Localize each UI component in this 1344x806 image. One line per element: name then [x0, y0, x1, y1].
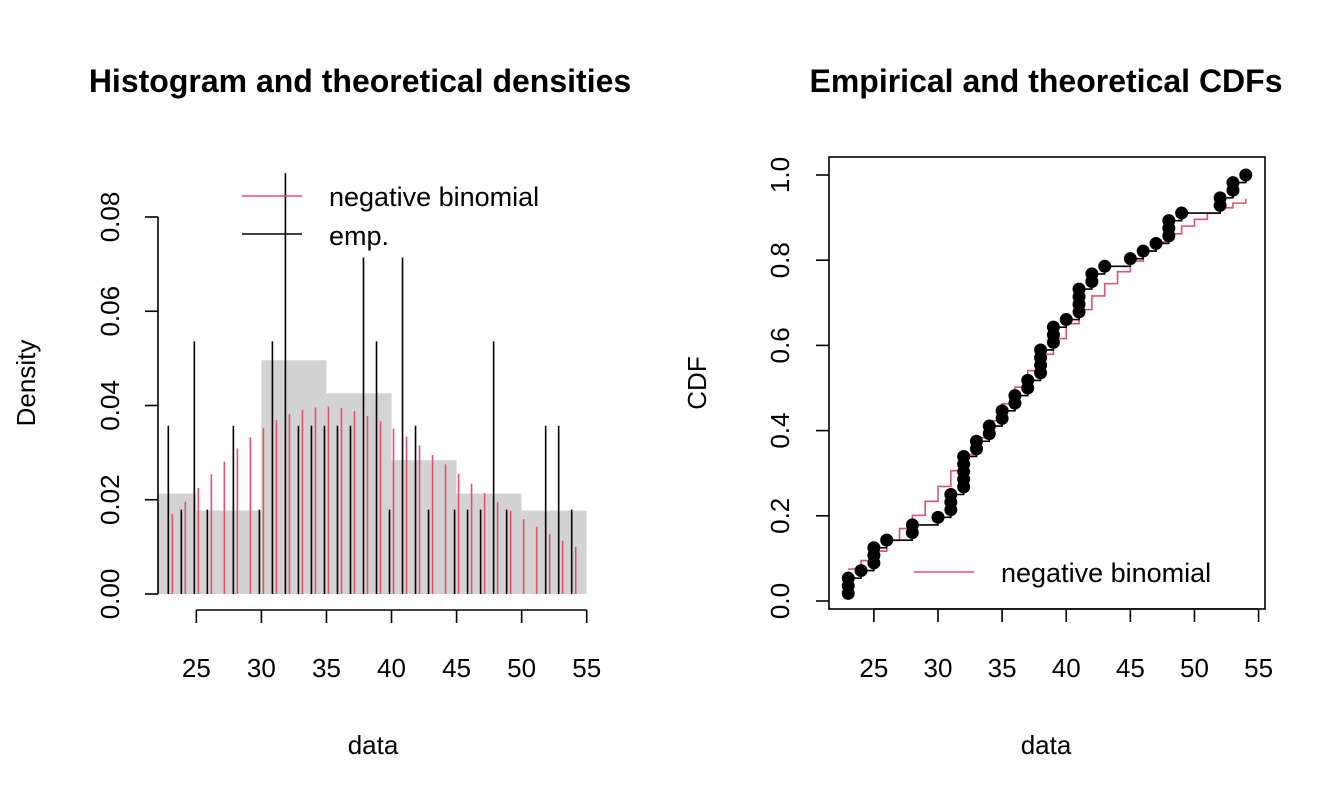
empirical-cdf-point	[1098, 259, 1112, 273]
empirical-cdf-point	[905, 518, 919, 532]
y-tick-label: 0.00	[95, 569, 125, 620]
empirical-cdf-point	[1123, 252, 1137, 266]
x-tick-label: 35	[312, 653, 341, 683]
empirical-density-spikes	[167, 173, 573, 594]
x-tick-label: 40	[377, 653, 406, 683]
histogram-bars	[157, 360, 587, 594]
empirical-cdf-point	[931, 510, 945, 524]
empirical-cdf-point	[1239, 168, 1253, 182]
histogram-bar	[456, 493, 522, 594]
empirical-cdf-point	[1175, 206, 1189, 220]
empirical-cdf-point	[1162, 214, 1176, 228]
empirical-cdf-step	[848, 175, 1247, 579]
histogram-title: Histogram and theoretical densities	[89, 63, 631, 99]
x-tick-label: 55	[1244, 653, 1273, 683]
cdf-x-axis: 25 30 35 40 45 50 55	[859, 608, 1273, 683]
y-tick-label: 0.06	[95, 286, 125, 337]
empirical-cdf-point	[880, 533, 894, 547]
empirical-cdf-point	[1046, 320, 1060, 334]
histogram-bar	[196, 510, 262, 594]
empirical-cdf-point	[1149, 236, 1163, 250]
cdf-x-label: data	[1021, 730, 1072, 760]
theoretical-density-spikes	[171, 406, 577, 594]
empirical-cdf-point	[995, 404, 1009, 418]
histogram-bar	[391, 460, 457, 594]
empirical-cdf-point	[1072, 282, 1086, 296]
theoretical-cdf-line	[848, 198, 1247, 570]
y-tick-label: 1.0	[765, 157, 795, 193]
histogram-legend: negative binomial emp.	[242, 182, 539, 251]
y-tick-label: 0.08	[95, 192, 125, 243]
histogram-x-label: data	[348, 730, 399, 760]
x-tick-label: 30	[924, 653, 953, 683]
y-tick-label: 0.4	[765, 413, 795, 449]
histogram-x-axis: 25 30 35 40 45 50 55	[182, 609, 601, 683]
cdf-legend: negative binomial	[914, 558, 1211, 588]
x-tick-label: 45	[1116, 653, 1145, 683]
theoretical-cdf-step	[848, 198, 1247, 570]
y-tick-label: 0.0	[765, 583, 795, 619]
legend-label-theoretical: negative binomial	[329, 182, 539, 212]
x-tick-label: 35	[988, 653, 1017, 683]
cdf-panel: Empirical and theoretical CDFs 25 30 35 40 4…	[682, 63, 1283, 760]
empirical-cdf-point	[1226, 176, 1240, 190]
empirical-cdf-point	[1136, 244, 1150, 258]
histogram-y-label: Density	[11, 340, 41, 427]
histogram-bar	[261, 360, 327, 594]
empirical-cdf-point	[1008, 389, 1022, 403]
empirical-cdf-point	[867, 541, 881, 555]
y-tick-label: 0.6	[765, 327, 795, 363]
empirical-cdf-point	[1213, 191, 1227, 205]
y-tick-label: 0.8	[765, 242, 795, 278]
x-tick-label: 50	[507, 653, 536, 683]
y-tick-label: 0.02	[95, 474, 125, 525]
histogram-bar	[521, 510, 587, 594]
empirical-cdf-point	[1021, 373, 1035, 387]
histogram-bar	[157, 493, 197, 594]
empirical-cdf-point	[1059, 313, 1073, 327]
empirical-cdf-point	[944, 488, 958, 501]
histogram-panel: Histogram and theoretical densities 25 30…	[11, 63, 631, 760]
empirical-cdf-point	[957, 449, 971, 463]
empirical-cdf-point	[854, 564, 868, 578]
cdf-y-label: CDF	[682, 356, 712, 409]
y-tick-label: 0.2	[765, 498, 795, 534]
legend-label-theoretical-cdf: negative binomial	[1001, 558, 1211, 588]
empirical-cdf-point	[982, 419, 996, 433]
x-tick-label: 55	[572, 653, 601, 683]
x-tick-label: 25	[859, 653, 888, 683]
x-tick-label: 25	[182, 653, 211, 683]
empirical-cdf-point	[1085, 267, 1099, 281]
histogram-bar	[326, 393, 392, 594]
x-tick-label: 40	[1052, 653, 1081, 683]
x-tick-label: 45	[442, 653, 471, 683]
x-tick-label: 30	[247, 653, 276, 683]
y-tick-label: 0.04	[95, 380, 125, 431]
x-tick-label: 50	[1180, 653, 1209, 683]
legend-label-empirical: emp.	[329, 221, 389, 251]
empirical-cdf-point	[1034, 343, 1048, 357]
empirical-cdf	[841, 168, 1253, 600]
cdf-title: Empirical and theoretical CDFs	[809, 63, 1282, 99]
empirical-cdf-point	[969, 434, 983, 448]
empirical-cdf-point	[841, 571, 855, 585]
cdf-y-axis: 0.0 0.2 0.4 0.6 0.8 1.0	[765, 157, 829, 619]
histogram-y-axis: 0.00 0.02 0.04 0.06 0.08	[95, 192, 159, 620]
